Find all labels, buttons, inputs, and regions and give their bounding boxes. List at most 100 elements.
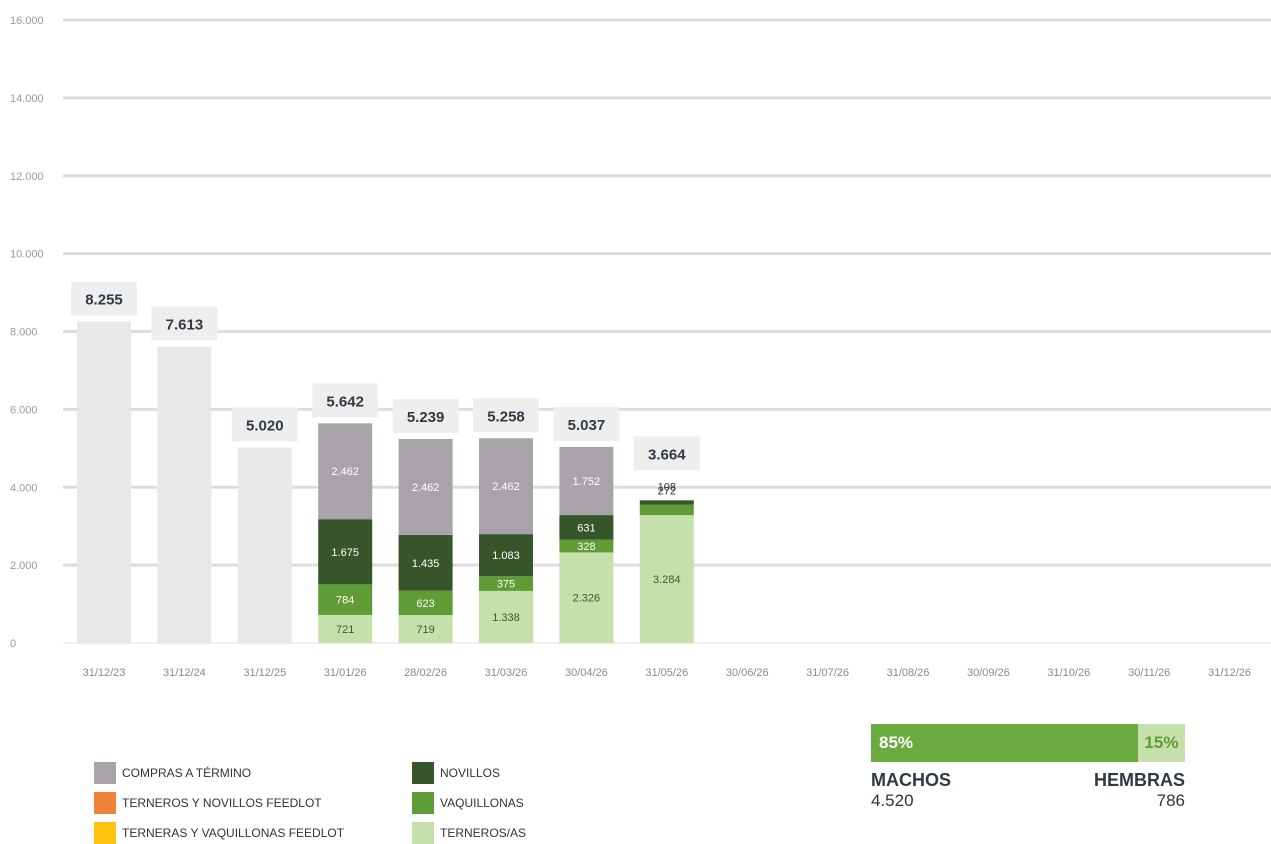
bar-historical	[237, 447, 292, 643]
total-label: 5.642	[326, 393, 364, 410]
y-tick-label: 0	[10, 638, 16, 650]
segment-label: 784	[336, 595, 354, 607]
total-label: 5.020	[246, 418, 284, 435]
hembras-block: HEMBRAS 786	[1094, 770, 1185, 811]
y-tick-label: 12.000	[10, 171, 44, 183]
legend-label-terneras-vaquillonas-feedlot: TERNERAS Y VAQUILLONAS FEEDLOT	[122, 826, 345, 840]
segment-label: 719	[416, 624, 434, 636]
bar-historical	[77, 321, 131, 643]
bar-segment	[639, 504, 694, 516]
total-label-box	[553, 406, 620, 441]
bar-segment	[559, 515, 614, 540]
x-tick-label: 30/11/26	[1128, 667, 1170, 679]
legend-label-vaquillonas: VAQUILLONAS	[440, 796, 524, 810]
legend-item-compras: COMPRAS A TÉRMINO	[94, 762, 251, 784]
x-tick-label: 30/04/26	[565, 667, 608, 679]
segment-label: 2.462	[412, 482, 440, 494]
x-tick-label: 31/07/26	[806, 667, 849, 679]
segment-label: 2.326	[573, 593, 601, 605]
total-label-box	[151, 306, 218, 341]
y-tick-label: 14.000	[10, 93, 44, 105]
bar-chart: 0 2.000 4.000 6.000 8.000 10.000 12.000 14.000 1…	[10, 15, 1271, 679]
bar-segment	[559, 446, 614, 516]
legend-swatch-compras	[94, 762, 116, 784]
legend-label-compras: COMPRAS A TÉRMINO	[122, 766, 252, 780]
total-label: 3.664	[648, 446, 686, 463]
bar-segment	[559, 539, 614, 553]
gender-split: 85% 15% MACHOS 4.520 HEMBRAS 786	[871, 724, 1185, 811]
bar-segment	[398, 534, 453, 591]
bar-segment	[639, 500, 694, 505]
segment-label: 1.435	[412, 558, 440, 570]
legend-swatch-vaquillonas	[412, 792, 434, 814]
segment-label: 108	[658, 481, 676, 493]
x-tick-label: 31/12/23	[83, 667, 126, 679]
bar-segment	[398, 590, 453, 616]
total-label-box	[633, 436, 700, 471]
x-tick-label: 31/08/26	[887, 667, 930, 679]
y-tick-label: 8.000	[10, 327, 38, 339]
segment-label: 2.462	[331, 466, 359, 478]
x-tick-label: 30/06/26	[726, 667, 769, 679]
segment-label: 328	[577, 541, 595, 553]
x-tick-label: 30/09/26	[967, 667, 1010, 679]
legend-item-novillos: NOVILLOS	[412, 762, 500, 784]
machos-title: MACHOS	[871, 770, 951, 790]
total-label: 8.255	[85, 292, 123, 309]
hembras-title: HEMBRAS	[1093, 770, 1185, 790]
total-label-box	[312, 383, 379, 418]
bar-segment	[318, 614, 373, 643]
bar-segment	[398, 615, 453, 643]
bar-segment	[318, 423, 373, 520]
machos-segment: 85%	[871, 724, 1138, 762]
bar-segment	[318, 584, 373, 615]
x-tick-label: 28/02/26	[404, 667, 447, 679]
segment-label: 623	[416, 598, 434, 610]
legend-swatch-novillos	[412, 762, 434, 784]
bar-segment	[479, 590, 533, 643]
total-label: 7.613	[166, 317, 204, 334]
total-label-box	[71, 281, 137, 316]
segment-label: 272	[658, 486, 676, 498]
total-label-box	[473, 398, 539, 433]
x-tick-label: 31/12/24	[163, 667, 206, 679]
total-label-box	[392, 399, 459, 434]
x-tick-label: 31/12/26	[1208, 667, 1251, 679]
bar-segment	[318, 519, 373, 585]
x-tick-label: 31/05/26	[645, 667, 688, 679]
hembras-segment: 15%	[1137, 724, 1185, 762]
legend-label-terneros-novillos-feedlot: TERNEROS Y NOVILLOS FEEDLOT	[122, 796, 322, 810]
legend-swatch-terneros	[412, 822, 434, 844]
gender-bar: 85% 15%	[871, 724, 1185, 762]
legend-swatch-terneras-vaquillonas-feedlot	[94, 822, 116, 844]
legend-item-terneros: TERNEROS/AS	[412, 822, 526, 844]
bar-segment	[559, 552, 614, 643]
legend-label-novillos: NOVILLOS	[440, 766, 501, 780]
segment-label: 721	[336, 624, 354, 636]
legend-item-terneros-novillos-feedlot: TERNEROS Y NOVILLOS FEEDLOT	[94, 792, 322, 814]
total-label: 5.037	[568, 417, 606, 434]
machos-block: MACHOS 4.520	[871, 770, 951, 811]
segment-label: 2.462	[492, 481, 520, 493]
total-label: 5.258	[487, 408, 525, 425]
bar-historical	[157, 346, 212, 643]
total-label-box	[231, 407, 298, 442]
segment-label: 631	[577, 522, 595, 534]
x-tick-label: 31/10/26	[1047, 667, 1090, 679]
legend-label-terneros: TERNEROS/AS	[440, 826, 527, 840]
machos-count: 4.520	[871, 791, 914, 810]
segment-label: 1.752	[573, 476, 601, 488]
x-tick-label: 31/03/26	[485, 667, 528, 679]
total-label: 5.239	[407, 409, 445, 426]
segment-label: 1.083	[492, 550, 520, 562]
bar-segment	[479, 534, 533, 577]
hembras-count: 786	[1156, 791, 1185, 810]
y-tick-label: 16.000	[10, 15, 44, 27]
x-tick-label: 31/01/26	[324, 667, 367, 679]
segment-label: 375	[497, 579, 515, 591]
legend-item-vaquillonas: VAQUILLONAS	[412, 792, 524, 814]
y-tick-label: 4.000	[10, 482, 38, 494]
bar-segment	[639, 515, 694, 643]
legend-swatch-terneros-novillos-feedlot	[94, 792, 116, 814]
segment-label: 3.284	[653, 574, 681, 586]
